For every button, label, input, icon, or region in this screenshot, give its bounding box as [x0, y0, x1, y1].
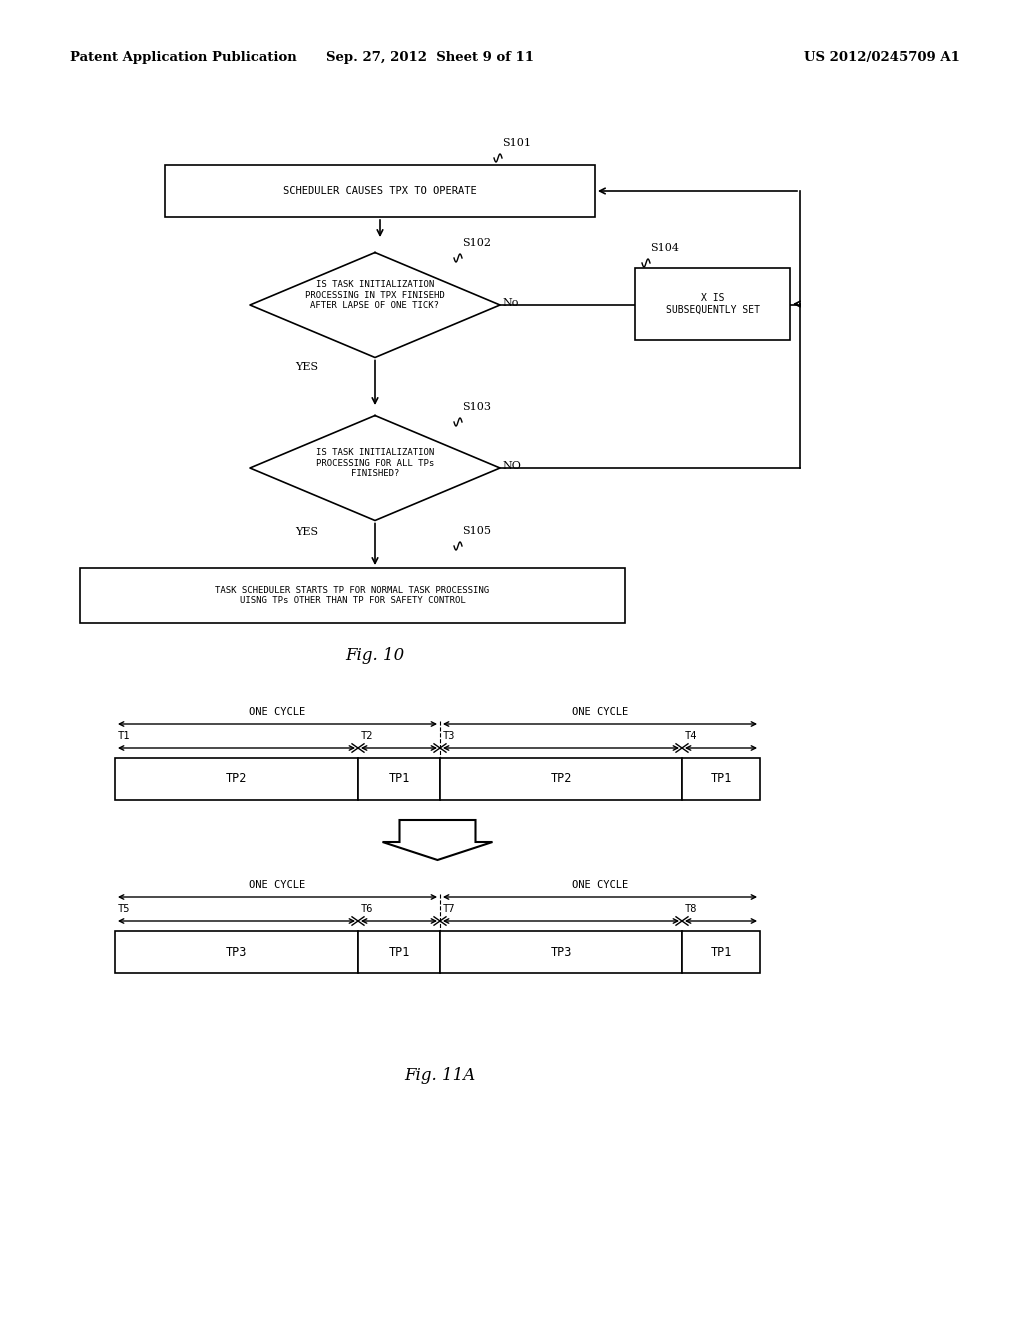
- Text: T8: T8: [685, 904, 697, 913]
- Bar: [635, 268, 790, 341]
- Text: TP3: TP3: [226, 945, 247, 958]
- Text: SCHEDULER CAUSES TPX TO OPERATE: SCHEDULER CAUSES TPX TO OPERATE: [283, 186, 477, 195]
- Text: T3: T3: [443, 731, 456, 741]
- Text: TP1: TP1: [388, 772, 410, 785]
- Bar: [682, 758, 760, 800]
- Text: No: No: [502, 298, 518, 308]
- Text: T2: T2: [361, 731, 374, 741]
- Text: TP1: TP1: [711, 945, 732, 958]
- Bar: [115, 931, 358, 973]
- Text: TASK SCHEDULER STARTS TP FOR NORMAL TASK PROCESSING
UISNG TPs OTHER THAN TP FOR : TASK SCHEDULER STARTS TP FOR NORMAL TASK…: [215, 586, 489, 605]
- Text: US 2012/0245709 A1: US 2012/0245709 A1: [804, 51, 961, 65]
- Text: ONE CYCLE: ONE CYCLE: [571, 880, 628, 890]
- Text: TP1: TP1: [711, 772, 732, 785]
- Text: Sep. 27, 2012  Sheet 9 of 11: Sep. 27, 2012 Sheet 9 of 11: [326, 51, 534, 65]
- Text: YES: YES: [295, 362, 318, 372]
- Text: X IS
SUBSEQUENTLY SET: X IS SUBSEQUENTLY SET: [666, 293, 760, 314]
- Text: TP1: TP1: [388, 945, 410, 958]
- Text: ONE CYCLE: ONE CYCLE: [571, 708, 628, 717]
- Text: NO: NO: [502, 461, 521, 471]
- Text: YES: YES: [295, 527, 318, 537]
- Text: T7: T7: [443, 904, 456, 913]
- Text: S103: S103: [462, 403, 490, 412]
- Bar: [682, 931, 760, 973]
- Text: Fig. 10: Fig. 10: [345, 647, 404, 664]
- Text: ONE CYCLE: ONE CYCLE: [250, 708, 305, 717]
- Text: T4: T4: [685, 731, 697, 741]
- Text: Patent Application Publication: Patent Application Publication: [70, 51, 297, 65]
- Text: TP3: TP3: [550, 945, 571, 958]
- Bar: [115, 758, 358, 800]
- Bar: [165, 165, 595, 216]
- Text: IS TASK INITIALIZATION
PROCESSING IN TPX FINISEHD
AFTER LAPSE OF ONE TICK?: IS TASK INITIALIZATION PROCESSING IN TPX…: [305, 280, 444, 310]
- Text: T5: T5: [118, 904, 130, 913]
- Bar: [358, 931, 440, 973]
- Text: Fig. 11A: Fig. 11A: [404, 1067, 475, 1084]
- Text: S105: S105: [462, 525, 490, 536]
- Bar: [80, 568, 625, 623]
- Text: TP2: TP2: [550, 772, 571, 785]
- Bar: [440, 931, 682, 973]
- Polygon shape: [383, 820, 493, 861]
- Text: S101: S101: [502, 139, 531, 148]
- Text: IS TASK INITIALIZATION
PROCESSING FOR ALL TPs
FINISHED?: IS TASK INITIALIZATION PROCESSING FOR AL…: [315, 447, 434, 478]
- Text: S102: S102: [462, 238, 490, 248]
- Text: TP2: TP2: [226, 772, 247, 785]
- Text: T1: T1: [118, 731, 130, 741]
- Text: ONE CYCLE: ONE CYCLE: [250, 880, 305, 890]
- Bar: [440, 758, 682, 800]
- Text: S104: S104: [650, 243, 679, 253]
- Text: T6: T6: [361, 904, 374, 913]
- Bar: [358, 758, 440, 800]
